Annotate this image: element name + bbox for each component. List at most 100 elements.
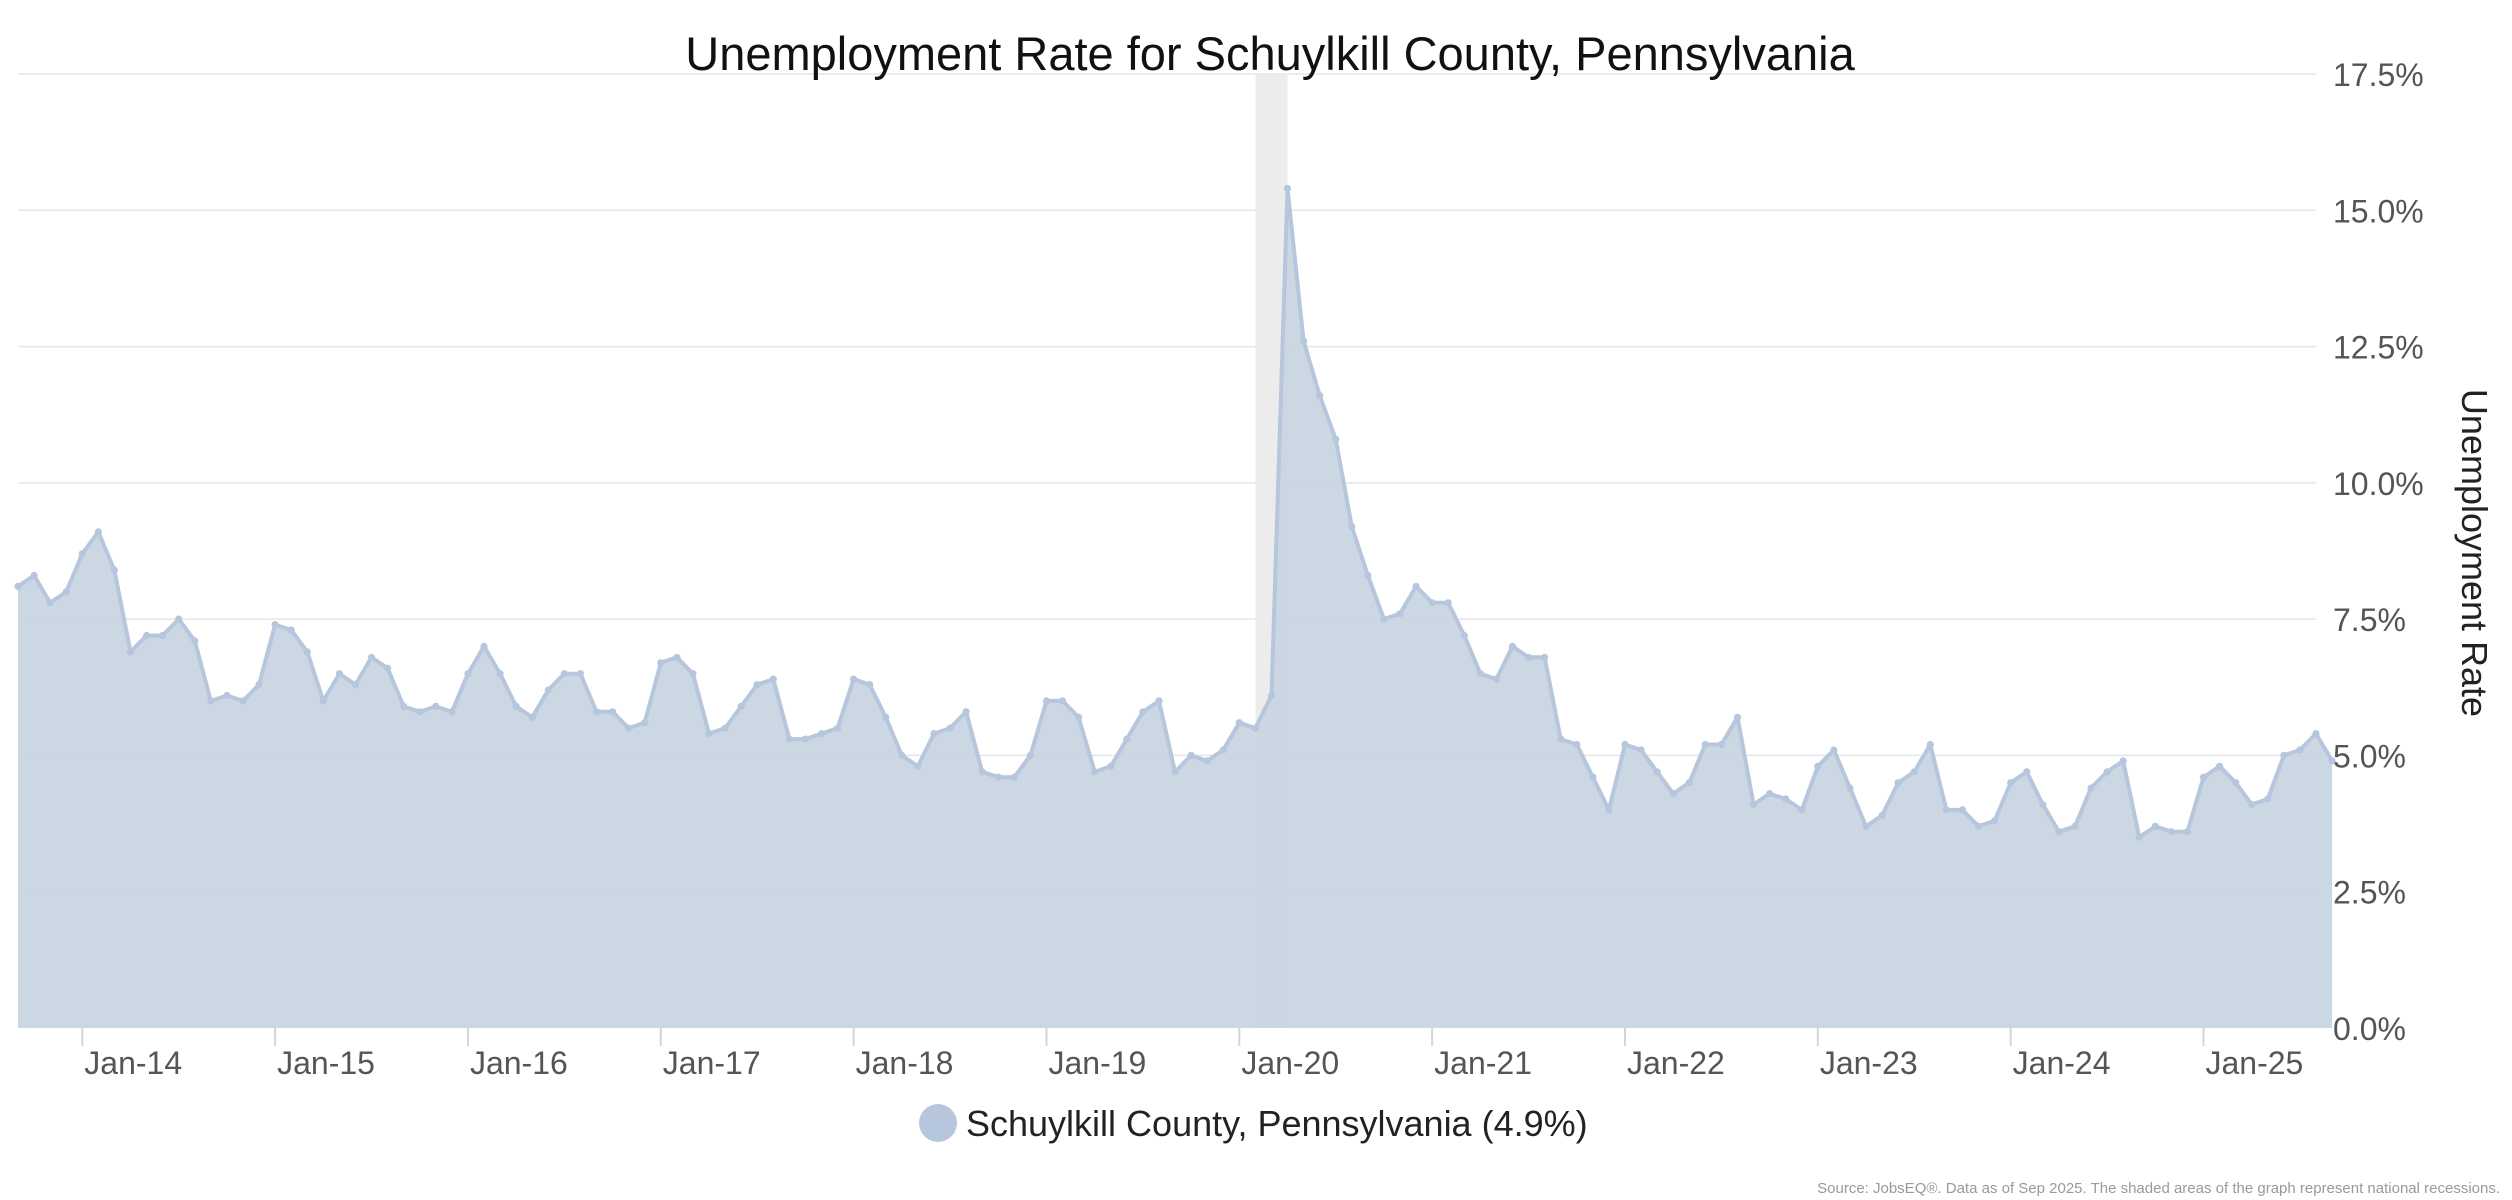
data-point[interactable]: [1942, 806, 1950, 814]
data-point[interactable]: [898, 751, 906, 760]
data-point[interactable]: [1380, 615, 1388, 623]
data-point[interactable]: [464, 670, 472, 678]
legend[interactable]: Schuylkill County, Pennsylvania (4.9%): [919, 1103, 1588, 1144]
data-point[interactable]: [705, 730, 713, 738]
data-point[interactable]: [882, 713, 890, 721]
data-point[interactable]: [1187, 751, 1195, 760]
data-point[interactable]: [1107, 762, 1115, 770]
data-point[interactable]: [30, 571, 38, 580]
data-point[interactable]: [319, 697, 327, 705]
data-point[interactable]: [480, 642, 488, 651]
data-point[interactable]: [737, 702, 745, 711]
data-point[interactable]: [1685, 779, 1693, 787]
data-point[interactable]: [46, 599, 54, 607]
data-point[interactable]: [2023, 768, 2031, 776]
data-point[interactable]: [1139, 708, 1147, 716]
data-point[interactable]: [834, 724, 842, 732]
data-point[interactable]: [432, 702, 440, 711]
data-point[interactable]: [1364, 571, 1372, 580]
data-point[interactable]: [1589, 773, 1597, 781]
data-point[interactable]: [946, 724, 954, 732]
data-point[interactable]: [1974, 822, 1983, 830]
data-point[interactable]: [1171, 768, 1179, 776]
data-point[interactable]: [753, 681, 761, 689]
data-point[interactable]: [1637, 746, 1645, 754]
data-point[interactable]: [2312, 730, 2320, 738]
data-point[interactable]: [223, 691, 231, 700]
data-point[interactable]: [2248, 800, 2256, 809]
data-point[interactable]: [1991, 817, 1999, 825]
data-point[interactable]: [14, 582, 22, 591]
data-point[interactable]: [1541, 653, 1549, 661]
data-point[interactable]: [2280, 751, 2288, 760]
data-point[interactable]: [143, 631, 151, 640]
data-point[interactable]: [1733, 713, 1742, 721]
data-point[interactable]: [2087, 784, 2095, 792]
data-point[interactable]: [2216, 762, 2224, 770]
data-point[interactable]: [769, 675, 777, 683]
data-point[interactable]: [1412, 582, 1420, 591]
data-point[interactable]: [2103, 768, 2111, 776]
data-point[interactable]: [2264, 795, 2272, 803]
data-point[interactable]: [1621, 740, 1629, 749]
data-point[interactable]: [1830, 746, 1838, 754]
data-point[interactable]: [576, 670, 585, 678]
data-point[interactable]: [1396, 610, 1404, 618]
data-point[interactable]: [962, 708, 970, 716]
data-point[interactable]: [2199, 773, 2208, 781]
data-point[interactable]: [2167, 828, 2175, 836]
data-point[interactable]: [1750, 800, 1758, 809]
data-point[interactable]: [1573, 740, 1581, 749]
data-point[interactable]: [94, 528, 102, 536]
data-point[interactable]: [1492, 675, 1500, 683]
data-point[interactable]: [1476, 670, 1484, 678]
data-point[interactable]: [1123, 735, 1131, 743]
data-point[interactable]: [1701, 740, 1709, 749]
data-point[interactable]: [1894, 779, 1902, 787]
data-point[interactable]: [1267, 691, 1276, 700]
data-point[interactable]: [914, 762, 922, 770]
data-point[interactable]: [1814, 762, 1822, 770]
data-point[interactable]: [2328, 757, 2336, 765]
data-point[interactable]: [191, 637, 199, 645]
data-point[interactable]: [1251, 724, 1259, 732]
data-point[interactable]: [2151, 822, 2159, 830]
data-point[interactable]: [207, 697, 215, 705]
data-point[interactable]: [496, 670, 504, 678]
data-point[interactable]: [641, 719, 649, 727]
data-point[interactable]: [1300, 337, 1308, 345]
data-point[interactable]: [1798, 806, 1806, 814]
data-point[interactable]: [673, 653, 681, 661]
data-point[interactable]: [625, 724, 633, 732]
data-point[interactable]: [1428, 599, 1436, 607]
data-point[interactable]: [1878, 811, 1886, 820]
data-point[interactable]: [255, 681, 263, 689]
data-point[interactable]: [1508, 642, 1517, 651]
data-point[interactable]: [1653, 768, 1661, 776]
data-point[interactable]: [544, 686, 552, 694]
data-point[interactable]: [1058, 697, 1067, 705]
data-point[interactable]: [1460, 631, 1468, 640]
data-point[interactable]: [1782, 795, 1790, 803]
data-point[interactable]: [721, 724, 729, 732]
data-point[interactable]: [1910, 768, 1918, 776]
data-point[interactable]: [2232, 779, 2240, 787]
data-point[interactable]: [335, 670, 343, 678]
data-point[interactable]: [1348, 522, 1356, 531]
data-point[interactable]: [1026, 751, 1034, 760]
data-point[interactable]: [2039, 800, 2047, 809]
data-point[interactable]: [689, 670, 697, 678]
data-point[interactable]: [785, 735, 794, 743]
data-point[interactable]: [62, 588, 70, 596]
data-point[interactable]: [367, 653, 376, 661]
data-point[interactable]: [592, 708, 601, 716]
data-point[interactable]: [400, 702, 408, 711]
data-point[interactable]: [239, 697, 247, 705]
data-point[interactable]: [2007, 779, 2015, 787]
data-point[interactable]: [528, 713, 536, 721]
data-point[interactable]: [416, 708, 424, 716]
data-point[interactable]: [1766, 790, 1774, 798]
data-point[interactable]: [512, 702, 520, 711]
data-point[interactable]: [78, 550, 86, 558]
data-point[interactable]: [1926, 740, 1934, 749]
